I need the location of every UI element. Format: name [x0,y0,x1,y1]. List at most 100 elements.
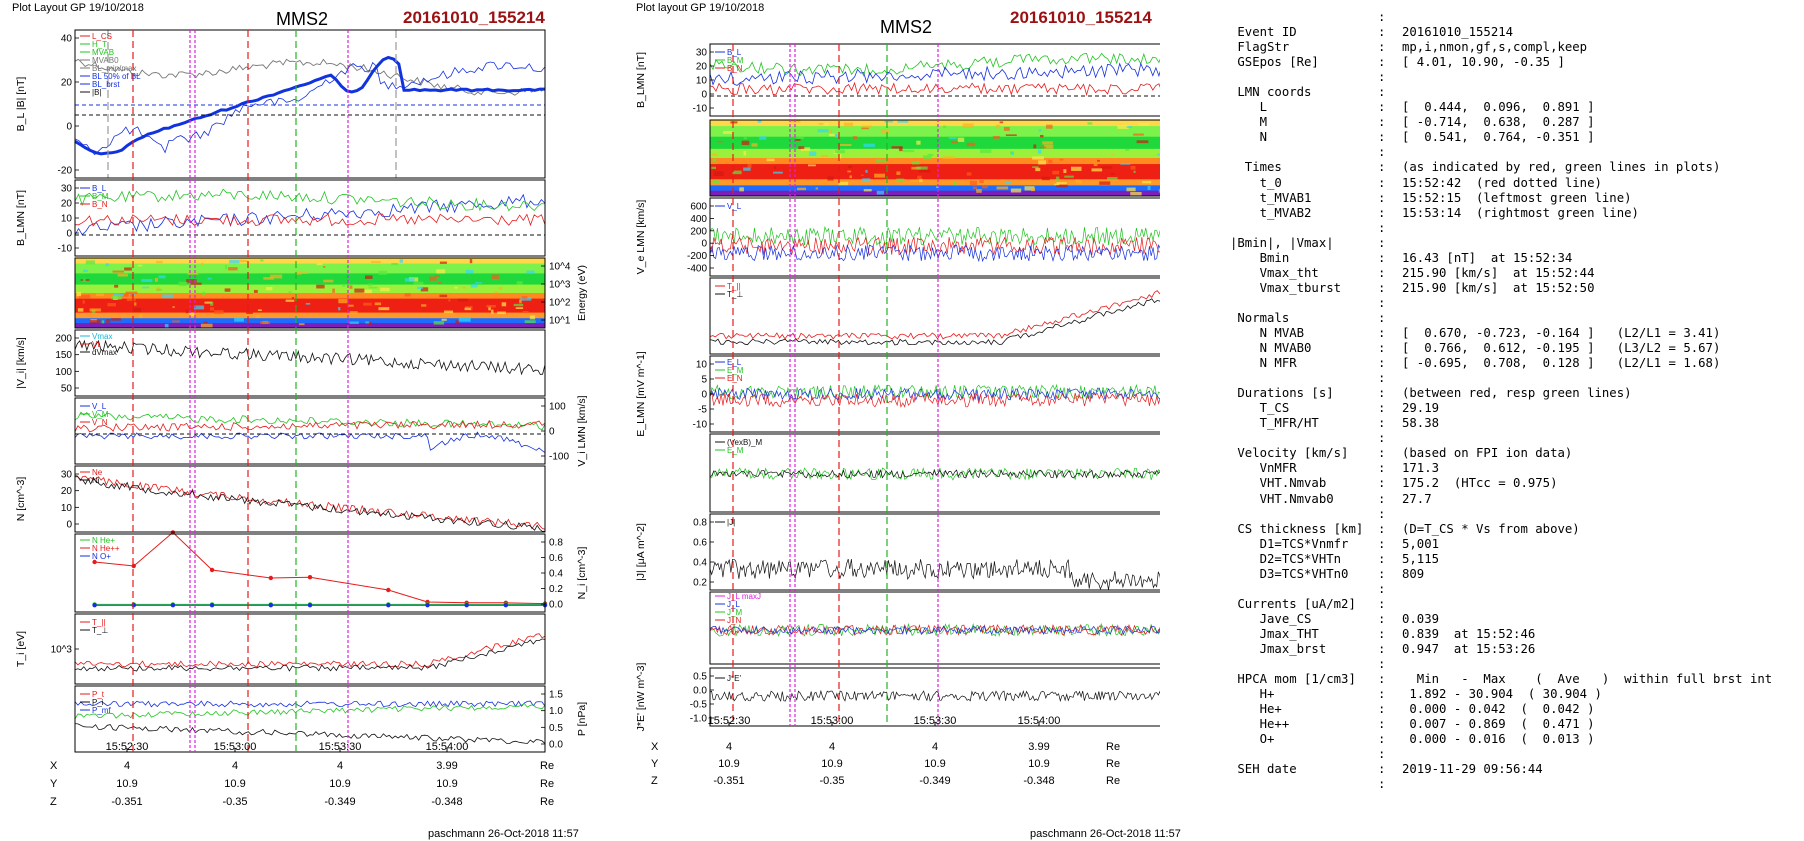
info-row: Vmax_tht: 215.90 [km/s] at 15:52:44 [1230,266,1800,281]
info-row: SEH date: 2019-11-29 09:56:44 [1230,762,1800,777]
info-row: : [1230,431,1800,446]
info-value [1402,777,1800,792]
legend-entry: J_L [727,600,740,609]
info-colon: : [1378,732,1386,747]
info-value: 215.90 [km/s] at 15:52:50 [1402,280,1595,295]
spectrogram-speckle [193,305,205,310]
spectrogram-speckle [847,165,852,169]
info-row: HPCA mom [1/cm3]: Min - Max ( Ave ) with… [1230,672,1800,687]
panel-frame [709,277,1160,355]
coord-value: -0.348 [1023,775,1055,787]
info-key: Normals [1230,310,1290,325]
panel-frame [709,513,1160,591]
info-colon: : [1378,235,1386,250]
spectrogram-speckle [962,123,974,128]
info-key: Jmax_THT [1230,626,1319,641]
spectrogram-speckle [486,304,496,308]
legend-entry: B_M [92,192,109,201]
spectrogram-speckle [1046,124,1053,129]
spectrogram-band [75,318,545,324]
spectrogram-band [75,323,545,329]
spectrogram-speckle [896,178,905,182]
info-value [1402,10,1800,25]
panel-frame [74,329,546,397]
spectrogram-speckle [499,286,503,290]
spectrogram-speckle [839,143,852,147]
ni-line [75,476,546,532]
spectrogram-speckle [260,259,264,262]
coord-label: Y [651,758,659,770]
coord-value: 10.9 [329,778,351,790]
legend-entry: L_CS [92,32,112,41]
bl-brst-line [74,61,546,156]
event-info-panel: : Event ID: 20161010_155214 FlagStr: mp,i,… [1230,10,1800,792]
info-key: Bmin [1230,250,1290,265]
spectrogram-speckle [364,275,373,279]
y-tick-label: 0 [701,390,707,401]
info-row: |Bmin|, |Vmax|: [1230,236,1800,251]
spectrogram-speckle [228,267,238,271]
coord-value: -0.349 [324,796,356,808]
coord-label: Y [50,778,58,790]
spectrogram-speckle [234,317,244,322]
spectrogram-speckle [82,278,86,282]
info-key: VnMFR [1230,461,1297,476]
spectrogram-speckle [981,184,988,189]
coord-value: 10.9 [1028,758,1050,770]
tpar-line [74,633,546,668]
info-row: O+: 0.000 - 0.016 ( 0.013 ) [1230,732,1800,747]
info-row: Durations [s]: (between red, resp green l… [1230,386,1800,401]
info-key: HPCA mom [1/cm3] [1230,672,1356,687]
spectrogram-speckle [187,272,199,275]
info-row: : [1230,221,1800,236]
coord-unit: Re [540,778,555,790]
coord-unit: Re [540,796,555,808]
spectrogram-speckle [435,275,441,277]
spectrogram-speckle [1158,188,1160,193]
spectrogram-speckle [919,178,923,182]
info-colon: : [1378,657,1386,672]
info-colon: : [1378,295,1386,310]
y-tick-label: -20 [58,166,73,177]
info-row: t_MVAB1: 15:52:15 (leftmost green line) [1230,191,1800,206]
spectrogram-speckle [1003,126,1010,131]
spectrogram-speckle [820,155,829,158]
y-tick-label: 0.8 [549,538,563,549]
info-row: Jmax_brst: 0.947 at 15:53:26 [1230,642,1800,657]
spectrogram-speckle [979,180,984,183]
y-tick-label: 200 [55,334,72,345]
spectrogram-speckle [342,284,346,287]
bn-line [709,81,1160,97]
panel-frame [709,197,1160,277]
spectrogram-speckle [378,270,388,275]
coord-unit: Re [1106,775,1121,787]
spectrogram-speckle [909,180,919,182]
info-key: LMN coords [1230,85,1312,100]
y-tick-label: 0.0 [693,686,707,697]
info-value: 0.839 at 15:52:46 [1402,626,1536,641]
legend-entry: H_T [92,40,107,49]
y-tick-label: 10 [696,360,708,371]
y-tick-label: 100 [549,402,566,413]
spectrogram-band [75,284,545,294]
spectrogram-speckle [1035,167,1041,172]
spectrogram-speckle [861,127,869,130]
info-key: CS thickness [km] [1230,521,1364,536]
spectrogram-speckle [126,298,136,302]
spectrogram-band [710,148,1160,159]
legend-entry: |J| [727,518,735,527]
spectrogram-speckle [83,269,88,273]
spectrogram-speckle [516,281,523,285]
legend-entry: V_M [92,410,109,419]
y-tick-label: 20 [61,78,73,89]
info-colon: : [1378,476,1386,491]
info-colon: : [1378,356,1386,371]
spectrogram-speckle [464,307,471,311]
spectrogram-speckle [1005,134,1017,136]
spectrogram-speckle [1063,169,1067,173]
left-event-id: 20161010_155214 [403,8,545,27]
je-line [709,689,1160,703]
y-tick-label: 10 [696,76,708,87]
coord-value: 4 [231,760,239,772]
spectrogram-band [75,293,545,300]
